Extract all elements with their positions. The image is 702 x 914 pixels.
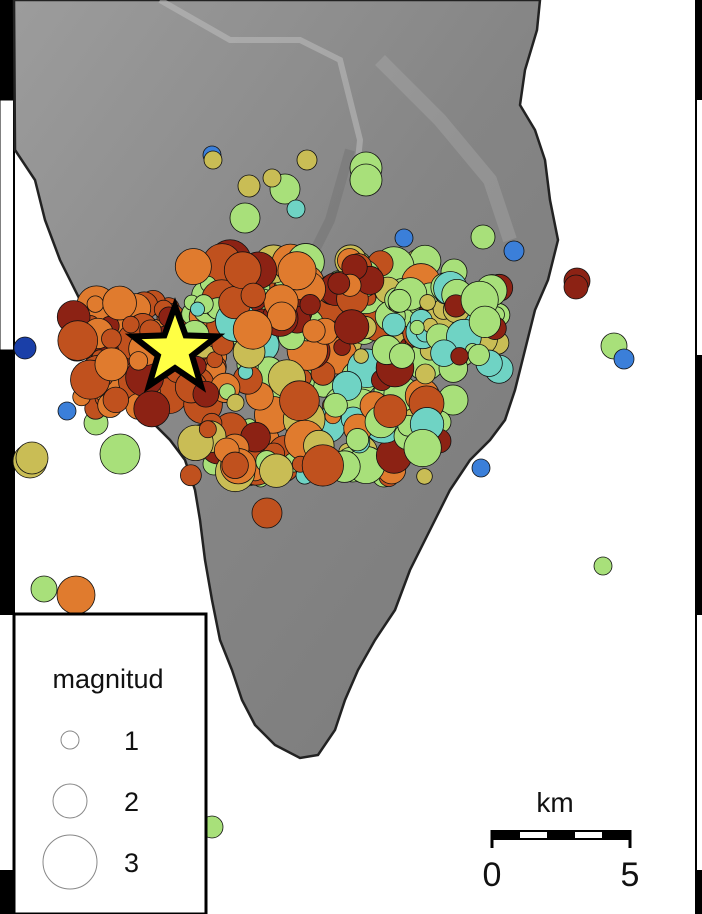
scale-label-end: 5 xyxy=(621,856,640,894)
earthquake-marker xyxy=(470,224,496,250)
earthquake-marker xyxy=(237,174,261,198)
legend-label-mag3: 3 xyxy=(124,848,139,878)
earthquake-marker xyxy=(301,444,344,487)
earthquake-marker xyxy=(240,282,266,309)
earthquake-marker xyxy=(262,168,282,188)
earthquake-marker xyxy=(198,420,217,439)
earthquake-marker xyxy=(323,392,348,418)
legend-circle-mag3 xyxy=(42,834,98,890)
earthquake-marker xyxy=(450,347,469,366)
caldera-rim xyxy=(158,0,364,191)
earthquake-marker xyxy=(15,441,49,475)
earthquake-marker xyxy=(203,150,223,170)
earthquake-marker xyxy=(613,348,635,370)
legend-label-mag1: 1 xyxy=(124,726,139,756)
earthquake-marker xyxy=(503,240,525,262)
earthquake-marker xyxy=(102,386,129,413)
earthquake-marker xyxy=(403,428,442,468)
earthquake-marker xyxy=(56,575,96,615)
earthquake-marker xyxy=(128,351,149,371)
earthquake-marker xyxy=(180,464,202,487)
earthquake-marker xyxy=(174,248,212,286)
legend-circle-mag1 xyxy=(60,730,80,750)
earthquake-marker xyxy=(382,312,406,337)
earthquake-marker xyxy=(327,271,351,295)
legend-circle-mag2 xyxy=(52,783,88,819)
earthquake-marker xyxy=(299,294,321,316)
earthquake-marker xyxy=(226,393,245,412)
earthquake-marker xyxy=(266,301,297,332)
earthquake-marker xyxy=(302,319,326,343)
earthquake-marker xyxy=(229,202,261,234)
earthquake-marker xyxy=(593,556,613,576)
earthquake-marker xyxy=(409,320,425,335)
earthquake-marker xyxy=(190,301,205,317)
earthquake-marker xyxy=(57,401,77,421)
earthquake-marker xyxy=(416,468,433,485)
earthquake-marker xyxy=(279,380,320,421)
scale-bar: km 0 5 xyxy=(483,787,640,894)
earthquake-marker xyxy=(86,295,104,313)
earthquake-marker xyxy=(13,336,37,360)
scale-label-start: 0 xyxy=(483,856,502,894)
earthquake-epicenters xyxy=(12,145,635,839)
scale-bar-segment xyxy=(575,832,602,838)
slope-shading xyxy=(375,55,517,243)
earthquake-marker xyxy=(387,288,412,313)
earthquake-marker xyxy=(419,294,436,311)
earthquake-marker xyxy=(563,274,589,300)
earthquake-marker xyxy=(30,575,58,603)
earthquake-marker xyxy=(251,497,283,529)
earthquake-marker xyxy=(286,199,306,219)
earthquake-marker xyxy=(353,348,369,364)
scale-bar-segment xyxy=(520,832,547,838)
earthquake-marker xyxy=(57,320,99,361)
earthquake-marker xyxy=(102,285,137,321)
earthquake-marker xyxy=(389,342,415,369)
scale-bar-outline xyxy=(492,830,630,840)
earthquake-marker xyxy=(345,428,370,452)
magnitude-legend: magnitud 1 2 3 xyxy=(12,612,208,914)
earthquake-marker xyxy=(101,328,122,350)
earthquake-marker xyxy=(99,433,141,475)
earthquake-marker xyxy=(467,343,490,367)
earthquake-marker xyxy=(232,309,273,350)
earthquake-marker xyxy=(121,315,140,334)
star-icon xyxy=(124,297,226,393)
earthquake-marker xyxy=(468,305,502,338)
earthquake-marker xyxy=(259,453,294,488)
earthquake-marker xyxy=(415,363,436,385)
legend-label-mag2: 2 xyxy=(124,787,139,817)
earthquake-marker xyxy=(133,390,171,428)
earthquake-marker xyxy=(394,228,414,248)
earthquake-marker xyxy=(94,347,129,382)
earthquake-marker xyxy=(277,251,317,291)
earthquake-marker xyxy=(296,149,318,171)
earthquake-marker xyxy=(349,163,383,197)
earthquake-marker xyxy=(332,370,363,401)
legend-title: magnitud xyxy=(52,664,163,694)
earthquake-marker xyxy=(373,394,408,428)
earthquake-marker xyxy=(221,451,249,479)
scale-unit: km xyxy=(536,787,573,818)
earthquake-marker xyxy=(334,309,370,345)
earthquake-marker xyxy=(471,458,491,478)
